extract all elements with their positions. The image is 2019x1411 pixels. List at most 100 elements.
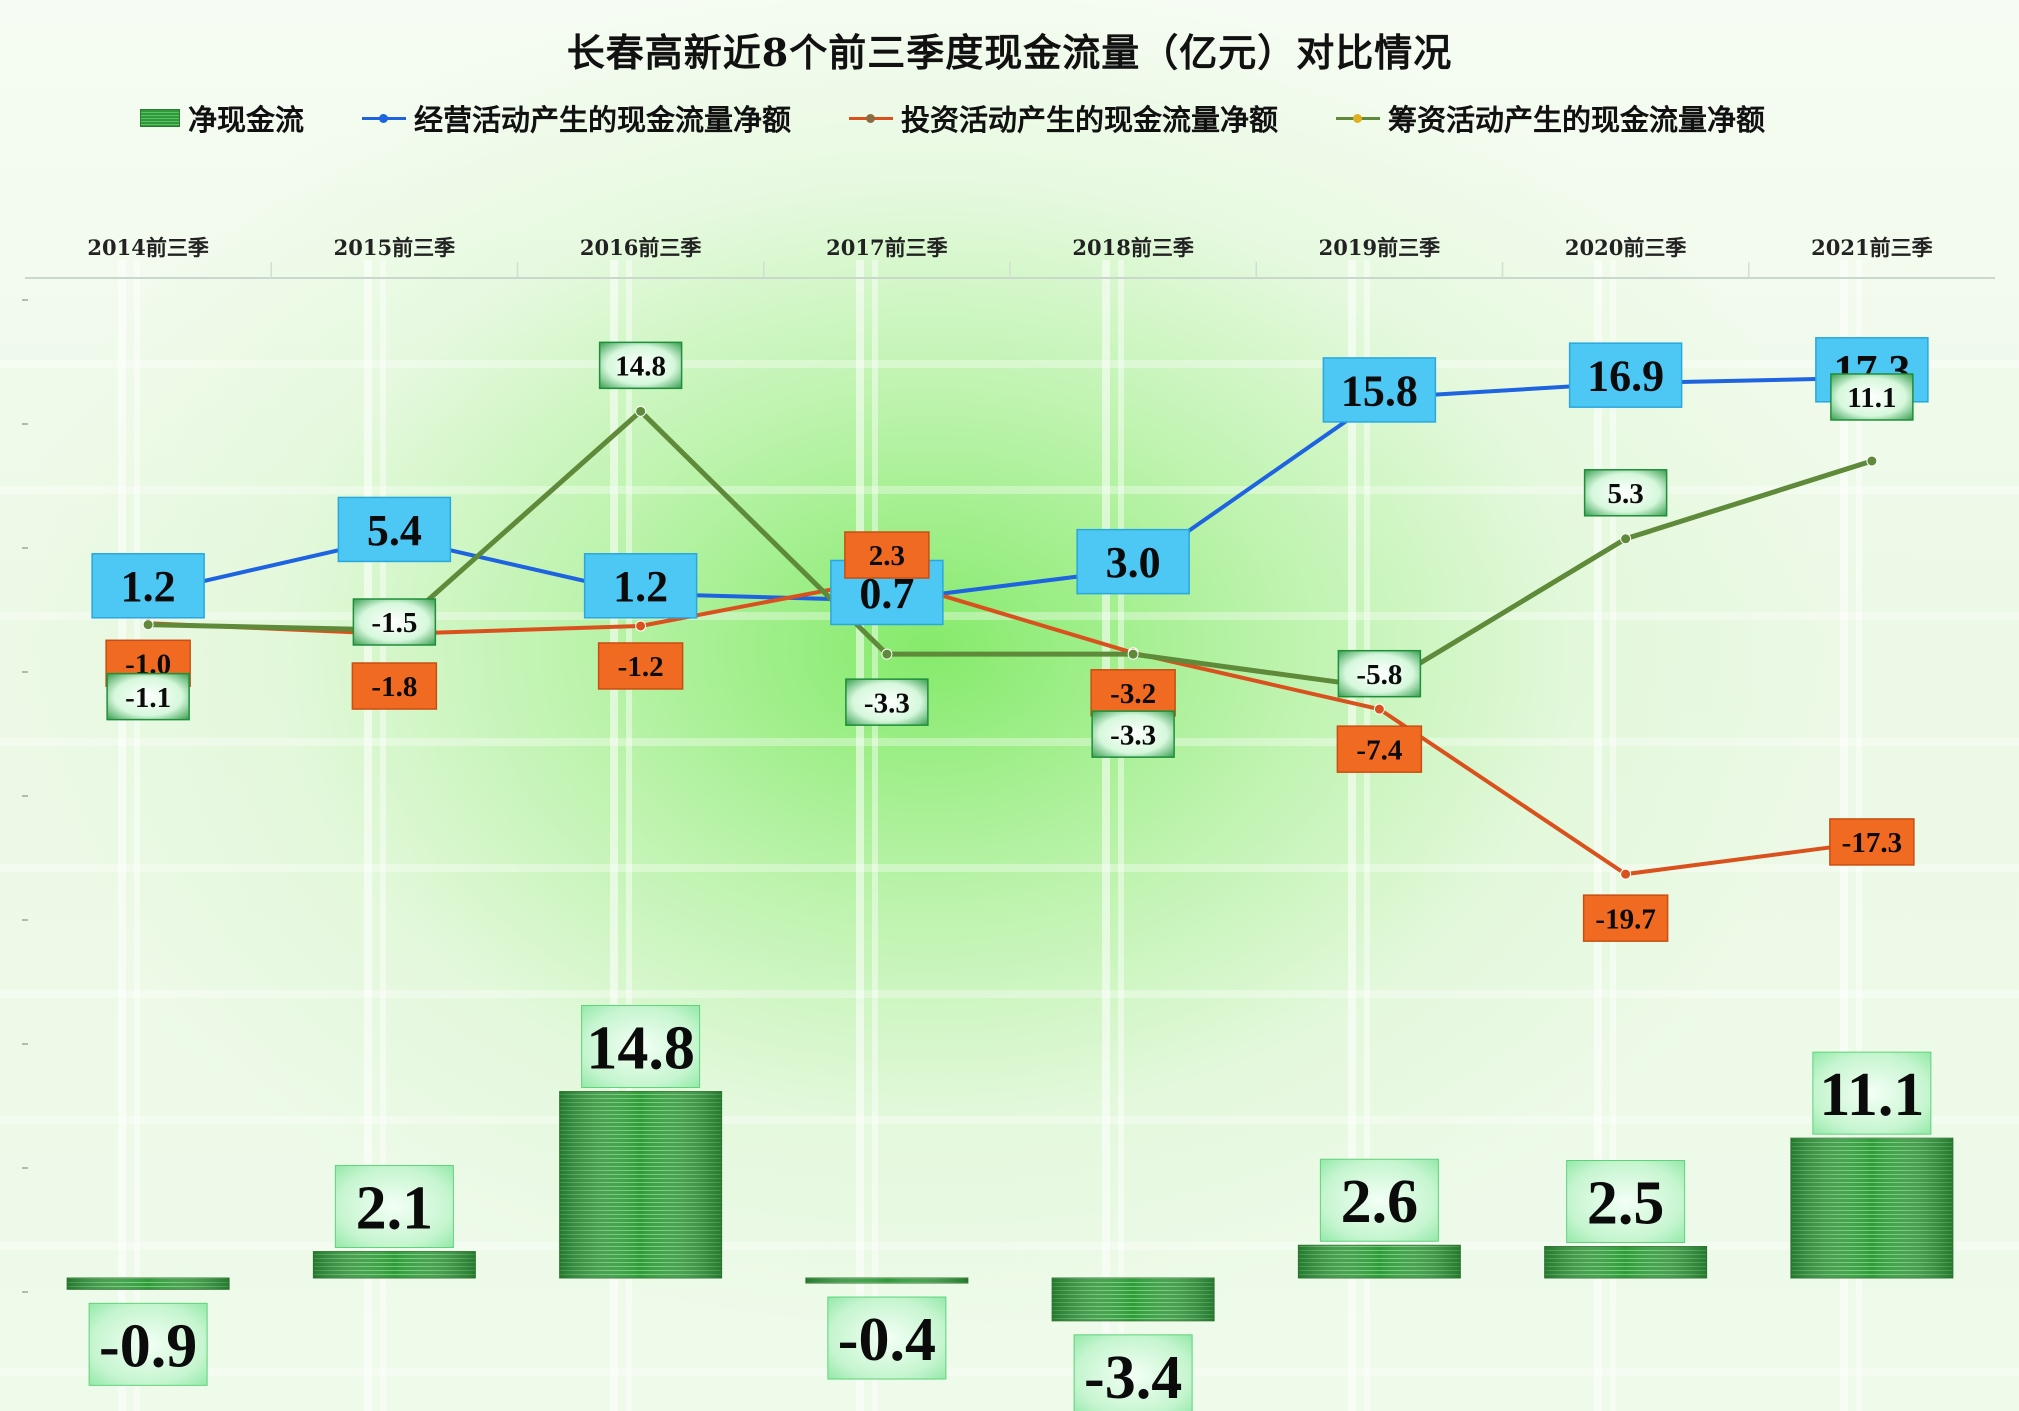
- data-label: 2.3: [844, 531, 930, 579]
- bar-value-label: 2.6: [1319, 1158, 1439, 1242]
- bar-value-label: 14.8: [581, 1005, 701, 1089]
- bar-shading: [1790, 1138, 1953, 1278]
- data-label: -19.7: [1582, 894, 1669, 942]
- data-label-text: 3.0: [1106, 538, 1161, 587]
- bar-shading: [67, 1278, 230, 1290]
- data-point[interactable]: [635, 405, 647, 417]
- legend-item-financing[interactable]: 筹资活动产生的现金流量净额: [1336, 97, 1765, 139]
- bar-value-chip: [581, 1005, 701, 1089]
- bar-value-chip: [1566, 1160, 1686, 1243]
- data-label-text: 5.3: [1608, 478, 1644, 510]
- legend-item-investing[interactable]: 投资活动产生的现金流量净额: [849, 97, 1278, 139]
- data-label: -3.2: [1090, 669, 1176, 717]
- bar-value-text: -0.4: [838, 1306, 936, 1374]
- data-label-text: 15.8: [1341, 366, 1418, 415]
- data-label-chip: [337, 496, 452, 563]
- series-line: [148, 408, 1873, 691]
- x-tick-label: 2018前三季: [1072, 235, 1193, 260]
- data-point[interactable]: [881, 648, 893, 660]
- chart-legend: 净现金流 经营活动产生的现金流量净额 投资活动产生的现金流量净额 筹资活动产生的…: [140, 96, 1900, 140]
- data-label-chip: [352, 598, 437, 646]
- data-label: 11.1: [1830, 373, 1914, 421]
- data-point[interactable]: [635, 620, 647, 632]
- data-label: -1.8: [351, 662, 438, 710]
- data-label-chip: [1568, 342, 1683, 408]
- data-label-chip: [351, 662, 438, 710]
- data-label-chip: [1322, 357, 1437, 423]
- data-point[interactable]: [142, 619, 154, 631]
- data-label: 3.0: [1076, 528, 1190, 595]
- data-label: -1.2: [597, 642, 684, 690]
- data-label-chip: [1076, 528, 1190, 595]
- bar-value-text: 14.8: [586, 1015, 695, 1083]
- bar-shading: [313, 1251, 476, 1278]
- data-point[interactable]: [1373, 703, 1385, 715]
- data-label: 1.2: [583, 553, 698, 619]
- bar-value-text: 2.6: [1341, 1168, 1419, 1236]
- legend-label-operating: 经营活动产生的现金流量净额: [414, 103, 792, 137]
- legend-line-swatch-icon: [1336, 109, 1381, 127]
- data-label: -1.5: [352, 598, 437, 646]
- bar-value-text: 11.1: [1819, 1061, 1924, 1129]
- legend-item-operating[interactable]: 经营活动产生的现金流量净额: [362, 97, 791, 139]
- data-point[interactable]: [1127, 648, 1139, 660]
- bar-value-text: -0.9: [99, 1312, 197, 1380]
- data-point[interactable]: [1620, 533, 1632, 545]
- chart-title: 长春高新近8个前三季度现金流量（亿元）对比情况: [566, 30, 1453, 75]
- data-label-chip: [1337, 649, 1422, 698]
- legend-label-financing: 筹资活动产生的现金流量净额: [1388, 103, 1766, 137]
- legend-line-swatch-icon: [849, 109, 894, 127]
- data-label-text: -3.2: [1110, 678, 1156, 710]
- data-label: -17.3: [1829, 818, 1915, 866]
- legend-label-investing: 投资活动产生的现金流量净额: [901, 103, 1279, 137]
- data-label-text: -1.8: [371, 671, 417, 703]
- bar-value-chip: [334, 1165, 454, 1249]
- axis-layer: 2014前三季 2015前三季 2016前三季 2017前三季 2018前三季 2019前…: [22, 235, 1995, 1293]
- data-label: -3.3: [845, 678, 929, 726]
- data-label-chip: [1091, 710, 1175, 758]
- bar-value-chip: [88, 1302, 208, 1386]
- data-label-chip: [845, 678, 929, 726]
- bar-shading: [1052, 1278, 1215, 1321]
- bar-value-label: 11.1: [1812, 1051, 1932, 1135]
- bar-value-text: -3.4: [1084, 1344, 1182, 1411]
- data-label-group: 1.25.41.2 0.73.015.8 16.9 17.3-1.0-1.8-1.22…: [88, 337, 1932, 1411]
- x-tick-label: 2017前三季: [826, 235, 947, 260]
- data-label-chip: [1090, 669, 1176, 717]
- data-label-chip: [91, 553, 205, 619]
- data-label: 5.4: [337, 496, 452, 563]
- data-label-chip: [597, 642, 684, 690]
- data-label-text: -1.1: [125, 682, 171, 714]
- data-label: 15.8: [1322, 357, 1437, 423]
- x-tick-label: 2021前三季: [1811, 235, 1932, 260]
- legend-bar-swatch-icon: [140, 109, 180, 127]
- data-label-text: -1.2: [618, 651, 664, 683]
- bar-series: [66, 1091, 1954, 1322]
- data-label-text: -5.8: [1356, 659, 1402, 691]
- bar-value-chip: [1073, 1334, 1193, 1411]
- bar-shading: [559, 1091, 722, 1278]
- bar-value-chip: [827, 1296, 947, 1380]
- data-label-chip: [1582, 894, 1669, 942]
- data-label-text: -19.7: [1595, 903, 1655, 935]
- bar-shading: [1298, 1245, 1461, 1278]
- bar-shading: [1544, 1246, 1707, 1278]
- data-label-text: 5.4: [367, 506, 422, 555]
- data-label-text: -1.5: [371, 607, 417, 639]
- data-label-text: 16.9: [1587, 352, 1664, 401]
- data-label-chip: [1336, 725, 1423, 773]
- bar-value-text: 2.1: [356, 1175, 434, 1243]
- data-point[interactable]: [1866, 455, 1878, 467]
- data-label: 5.3: [1583, 469, 1668, 517]
- legend-item-net-cash-flow[interactable]: 净现金流: [140, 97, 304, 139]
- data-label: -1.1: [106, 672, 190, 721]
- data-label: -5.8: [1337, 649, 1422, 698]
- data-label-chip: [106, 672, 190, 721]
- data-label-chip: [598, 341, 683, 390]
- data-label: 16.9: [1568, 342, 1683, 408]
- data-label-chip: [844, 531, 930, 579]
- bar-value-chip: [1812, 1051, 1932, 1135]
- data-label-chip: [583, 553, 698, 619]
- data-point[interactable]: [1620, 868, 1632, 880]
